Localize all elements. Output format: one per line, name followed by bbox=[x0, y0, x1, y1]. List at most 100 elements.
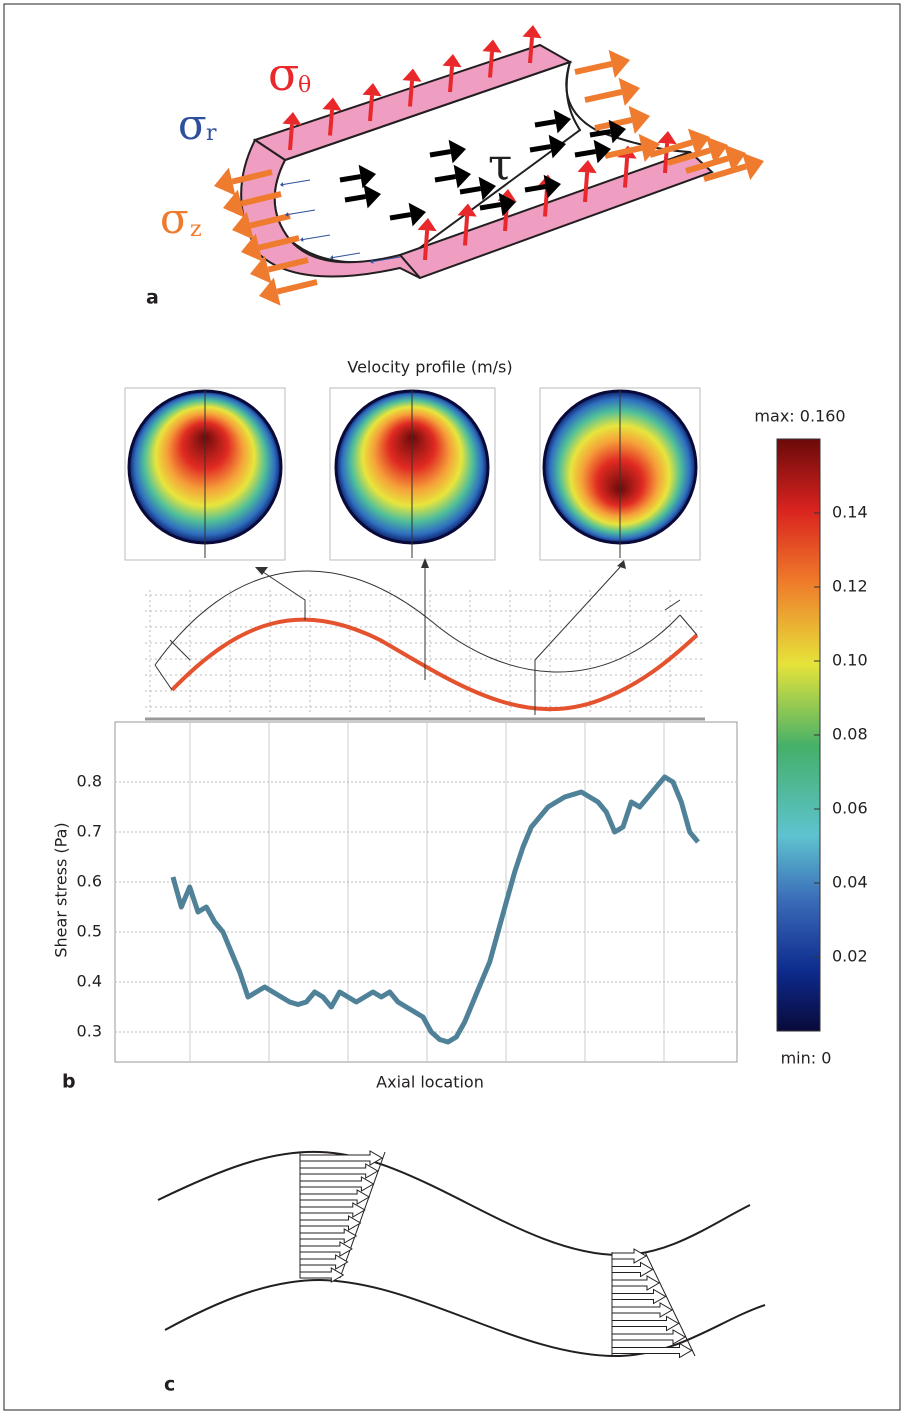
profile-arrow bbox=[299, 1267, 345, 1283]
arrow-shaft bbox=[240, 191, 282, 207]
figure: 0.3 0.4 0.5 0.6 0.7 0.8 bbox=[77, 722, 737, 1062]
y-tick-label: 0.5 bbox=[77, 922, 102, 941]
arrow-head bbox=[223, 189, 245, 218]
flow-diagram bbox=[164, 1278, 766, 1358]
arrow-head bbox=[608, 49, 630, 79]
arrow-head bbox=[543, 174, 561, 199]
velocity-profiles bbox=[124, 387, 286, 561]
profile-arrow bbox=[299, 1228, 358, 1244]
velocity-profiles bbox=[124, 387, 701, 561]
plot-area bbox=[114, 721, 738, 1063]
sigma-r: σ bbox=[178, 100, 207, 149]
arrow-shaft bbox=[667, 147, 711, 166]
vessel-centerline bbox=[154, 599, 698, 691]
panel-title: Velocity profile (m/s) bbox=[347, 358, 512, 377]
arrow-head bbox=[453, 164, 471, 189]
profile-arrow bbox=[299, 1163, 379, 1179]
arrow-head bbox=[553, 109, 571, 134]
colorbar-tick-label: 0.04 bbox=[832, 873, 868, 892]
sigma-z-sub: z bbox=[190, 217, 202, 242]
arrow-shaft bbox=[339, 174, 362, 183]
arrow-head bbox=[363, 184, 381, 209]
arrow-shaft bbox=[249, 213, 291, 229]
arrow-head bbox=[687, 128, 710, 157]
data-line bbox=[170, 774, 700, 1045]
arrow-head bbox=[457, 203, 477, 217]
arrow-head bbox=[241, 233, 263, 262]
arrow-head bbox=[705, 136, 728, 165]
arrow-head bbox=[593, 139, 611, 164]
arrow-shaft bbox=[344, 194, 367, 203]
arrow-shaft bbox=[372, 256, 401, 262]
flow-diagram bbox=[157, 1150, 766, 1359]
arrow-head bbox=[608, 119, 626, 144]
arrow-head bbox=[638, 133, 660, 163]
arrow-shaft bbox=[534, 119, 557, 128]
arrow-shaft bbox=[623, 157, 630, 188]
arrow-head bbox=[362, 83, 382, 97]
vessel-centerline bbox=[154, 570, 681, 673]
y-tick-label: 0.3 bbox=[77, 1022, 102, 1041]
arrow-shaft bbox=[302, 234, 331, 240]
velocity-profiles bbox=[329, 387, 496, 561]
y-tick-label: 0.7 bbox=[77, 822, 102, 841]
arrow-shaft bbox=[267, 257, 309, 273]
arrow-shaft bbox=[408, 80, 415, 107]
arrow-head bbox=[723, 144, 746, 173]
pipe-diagram bbox=[214, 25, 764, 306]
arrow-shaft bbox=[282, 179, 311, 185]
profile-envelope bbox=[644, 1251, 696, 1357]
arrow-head bbox=[250, 255, 272, 284]
arrow-head bbox=[482, 39, 502, 53]
y-tick-label: 0.6 bbox=[77, 872, 102, 891]
colorbar-tick-label: 0.08 bbox=[832, 725, 868, 744]
arrow-head bbox=[300, 237, 304, 242]
profile-arrow bbox=[611, 1261, 654, 1278]
arrow-shaft bbox=[488, 51, 495, 78]
arrow-shaft bbox=[604, 145, 643, 159]
y-axis-label: Shear stress (Pa) bbox=[52, 822, 71, 957]
x-axis-label: Axial location bbox=[376, 1073, 484, 1092]
profile-arrow bbox=[299, 1215, 362, 1231]
panel-label: b bbox=[62, 1071, 76, 1093]
pipe-diagram bbox=[214, 25, 764, 306]
profile-arrow bbox=[611, 1315, 680, 1332]
arrow-shaft bbox=[524, 184, 547, 193]
vessel-centerline bbox=[145, 558, 705, 721]
sigma-theta-sub: θ bbox=[298, 73, 311, 98]
arrow-shaft bbox=[649, 139, 693, 158]
arrow-shaft bbox=[459, 186, 482, 195]
profile-arrow bbox=[299, 1202, 366, 1218]
arrow-shaft bbox=[479, 202, 502, 211]
profile-arrow bbox=[611, 1248, 647, 1264]
arrow-shaft bbox=[389, 212, 412, 221]
arrow-head bbox=[741, 152, 764, 181]
arrow-head bbox=[417, 218, 437, 232]
arrow-shaft bbox=[429, 149, 452, 158]
profile-arrow bbox=[611, 1329, 686, 1345]
vessel-centerline bbox=[259, 564, 623, 715]
vessel-centerline bbox=[170, 617, 699, 712]
arrow-shaft bbox=[258, 235, 300, 251]
arrow-shaft bbox=[368, 95, 375, 122]
arrow-shaft bbox=[448, 66, 455, 93]
colorbar-min-label: min: 0 bbox=[781, 1049, 832, 1068]
arrow-shaft bbox=[583, 172, 590, 203]
flow-diagram bbox=[157, 1150, 751, 1257]
arrow-shaft bbox=[685, 155, 729, 174]
flow-diagram bbox=[299, 1150, 696, 1359]
colorbar-tick-label: 0.12 bbox=[832, 577, 868, 596]
arrow-head bbox=[214, 167, 236, 196]
arrow-head bbox=[628, 105, 650, 135]
arrow-shaft bbox=[589, 129, 612, 138]
arrow-shaft bbox=[332, 252, 361, 258]
colorbar-tick-label: 0.06 bbox=[832, 799, 868, 818]
arrow-head bbox=[402, 68, 422, 82]
figure-border bbox=[3, 3, 901, 1411]
vessel-centerline bbox=[255, 558, 626, 575]
arrow-head bbox=[358, 164, 376, 189]
arrow-head bbox=[442, 54, 462, 68]
arrow-head bbox=[478, 176, 496, 201]
